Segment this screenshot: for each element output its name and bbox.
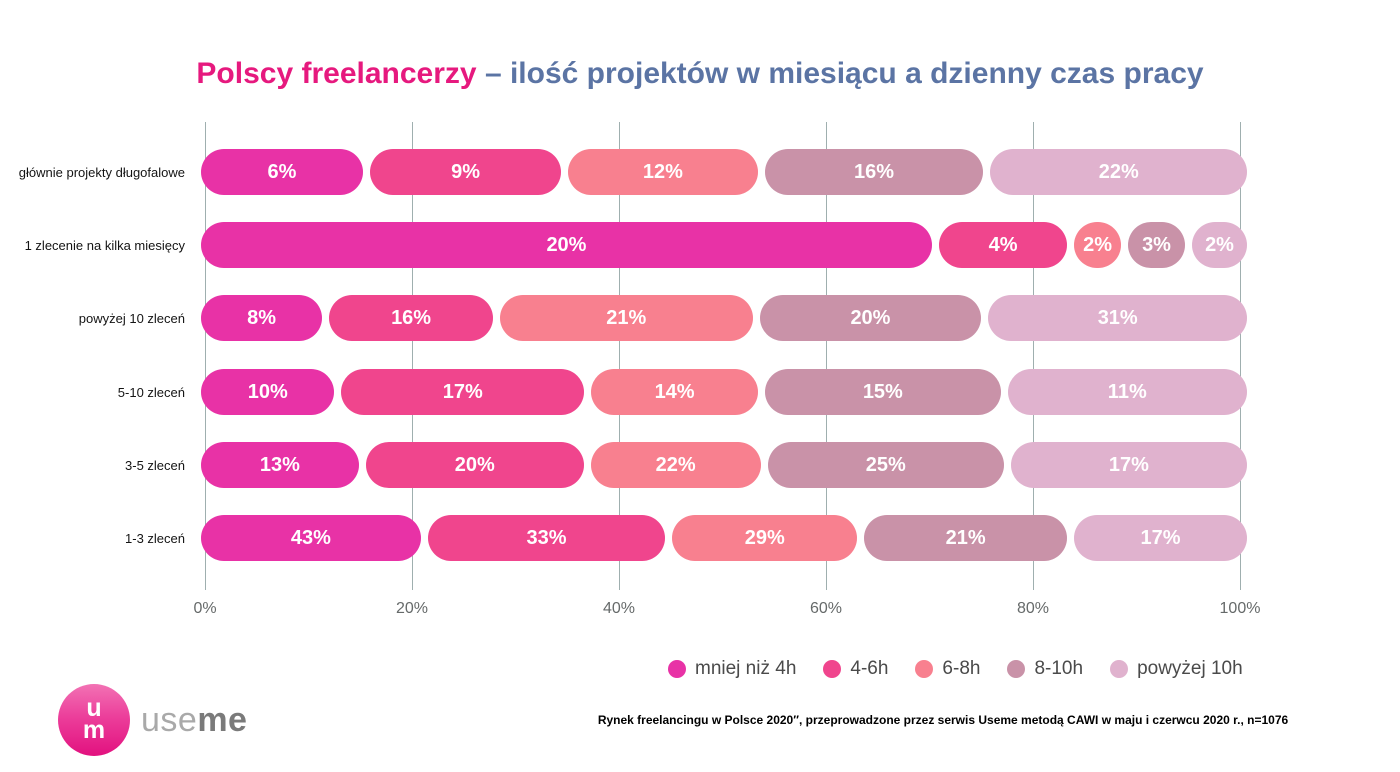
bar-segment: 15% (765, 369, 1001, 415)
legend-label: mniej niż 4h (695, 658, 797, 679)
useme-wordmark: useme (141, 700, 248, 739)
legend-dot-icon (1110, 660, 1129, 678)
chart-title-highlight: Polscy freelancerzy (196, 57, 477, 90)
bar-segment: 17% (1073, 515, 1247, 561)
bar-row: 8% 16% 21% 20% 31% (201, 295, 1247, 341)
source-note: Rynek freelancingu w Polsce 2020″, przep… (597, 713, 1289, 727)
bar-segment: 3% (1128, 222, 1186, 268)
useme-logo-icon: u m (58, 684, 130, 756)
bar-segment: 22% (590, 442, 761, 488)
bar-segment: 25% (767, 442, 1004, 488)
category-label: powyżej 10 zleceń (78, 310, 185, 326)
bar-segment: 10% (201, 369, 335, 415)
x-tick-label: 0% (193, 600, 217, 617)
bar-segment: 13% (201, 442, 359, 488)
bar-segment: 31% (988, 295, 1247, 341)
legend-label: 8-10h (1034, 658, 1084, 679)
bar-segment: 22% (990, 149, 1247, 195)
category-label: 1-3 zleceń (125, 530, 185, 546)
bar-segment: 20% (365, 442, 584, 488)
legend-dot-icon (915, 660, 934, 678)
bar-segment: 33% (427, 515, 666, 561)
legend-item: powyżej 10h (1110, 658, 1243, 680)
legend-dot-icon (823, 660, 842, 678)
useme-logo: u m useme (58, 684, 247, 756)
gridline-20% (412, 122, 413, 590)
bar-row: 13% 20% 22% 25% 17% (201, 442, 1247, 488)
bar-segment: 16% (329, 295, 494, 341)
bar-segment: 16% (764, 149, 984, 195)
bar-segment: 17% (341, 369, 585, 415)
x-tick-label: 40% (602, 600, 636, 617)
bar-row: 43% 33% 29% 21% 17% (201, 515, 1247, 561)
bar-segment: 11% (1007, 369, 1247, 415)
legend-label: 4-6h (850, 658, 889, 679)
bar-row: 20% 4% 2% 3% 2% (201, 222, 1247, 268)
category-label: 3-5 zleceń (125, 457, 185, 473)
chart-title: Polscy freelancerzy – ilość projektów w … (0, 57, 1400, 91)
category-label: głównie projekty długofalowe (18, 164, 185, 180)
bar-segment: 12% (568, 149, 758, 195)
legend-item: 4-6h (823, 658, 888, 680)
x-tick-label: 60% (809, 600, 843, 617)
legend-item: 8-10h (1007, 658, 1083, 680)
logo-monogram-u: u (86, 694, 102, 722)
chart-title-rest: – ilość projektów w miesiącu a dzienny c… (484, 57, 1204, 90)
bar-segment: 9% (369, 149, 562, 195)
bar-segment: 21% (864, 515, 1067, 561)
legend-label: powyżej 10h (1137, 658, 1243, 679)
bar-segment: 2% (1074, 222, 1122, 268)
bar-segment: 8% (201, 295, 323, 341)
legend-dot-icon (668, 660, 686, 678)
bar-segment: 14% (591, 369, 759, 415)
x-tick-label: 20% (395, 600, 429, 617)
gridline-60% (826, 122, 827, 590)
category-label: 1 zlecenie na kilka miesięcy (24, 237, 185, 253)
bar-segment: 20% (759, 295, 982, 341)
bar-segment: 43% (201, 515, 421, 561)
bar-segment: 6% (201, 149, 363, 195)
legend: mniej niż 4h 4-6h 6-8h 8-10h powyżej 10h (668, 652, 1243, 686)
bar-row: 10% 17% 14% 15% 11% (201, 369, 1247, 415)
plot-area: 0% 20% 40% 60% 80% 100% 6% 9% 12% 16% 22% 20% 4% 2% 3%… (193, 122, 1260, 617)
x-tick-label: 80% (1016, 600, 1050, 617)
logo-monogram-m: m (82, 716, 106, 744)
gridline-0% (205, 122, 206, 590)
legend-item: 6-8h (915, 658, 980, 680)
bar-segment: 20% (201, 222, 932, 268)
bar-segment: 2% (1192, 222, 1247, 268)
legend-item: mniej niż 4h (668, 658, 796, 680)
gridline-80% (1033, 122, 1034, 590)
gridline-100% (1240, 122, 1241, 590)
bar-segment: 17% (1010, 442, 1247, 488)
bar-row: 6% 9% 12% 16% 22% (201, 149, 1247, 195)
legend-dot-icon (1007, 660, 1026, 678)
x-tick-label: 100% (1219, 600, 1261, 617)
gridline-40% (619, 122, 620, 590)
category-label: 5-10 zleceń (117, 384, 185, 400)
bar-segment: 4% (938, 222, 1068, 268)
legend-label: 6-8h (942, 658, 981, 679)
bar-segment: 21% (500, 295, 753, 341)
bar-segment: 29% (672, 515, 858, 561)
